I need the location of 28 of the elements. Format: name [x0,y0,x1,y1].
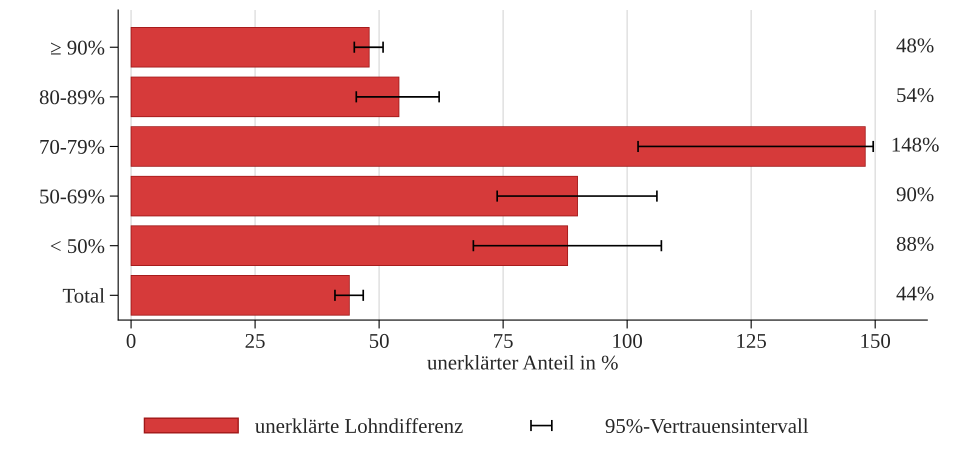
data-label: 148% [892,138,939,152]
x-tick-label: 25 [246,334,265,348]
bar [130,176,578,216]
legend-label: unerklärte Lohndifferenz [255,418,463,434]
bar [130,275,350,316]
x-tick-label: 50 [370,334,389,348]
bar [130,76,400,118]
y-tick-label: 70-79% [40,140,104,154]
data-label: 88% [896,236,934,251]
bar [130,225,568,266]
data-label: 90% [896,187,934,202]
y-tick-label: 80-89% [40,90,104,104]
y-tick-label: 50-69% [40,189,104,204]
x-tick-label: 100 [613,334,642,348]
y-tick-label: ≥ 90% [51,40,104,55]
text: 95%-Vertrauensintervall [606,418,808,434]
data-label: 44% [896,286,934,301]
x-axis-title: unerklärter Anteil in % [427,354,618,370]
bar [130,126,866,167]
x-tick-label: 125 [737,334,766,348]
data-label: 54% [897,88,934,102]
y-tick-label: Total [62,288,105,303]
data-label: 48% [896,38,934,53]
x-tick-label: 75 [494,334,513,348]
x-tick-label: 0 [126,334,136,348]
y-tick-label: < 50% [50,239,104,254]
bar [130,26,370,68]
x-tick-label: 150 [861,334,890,348]
